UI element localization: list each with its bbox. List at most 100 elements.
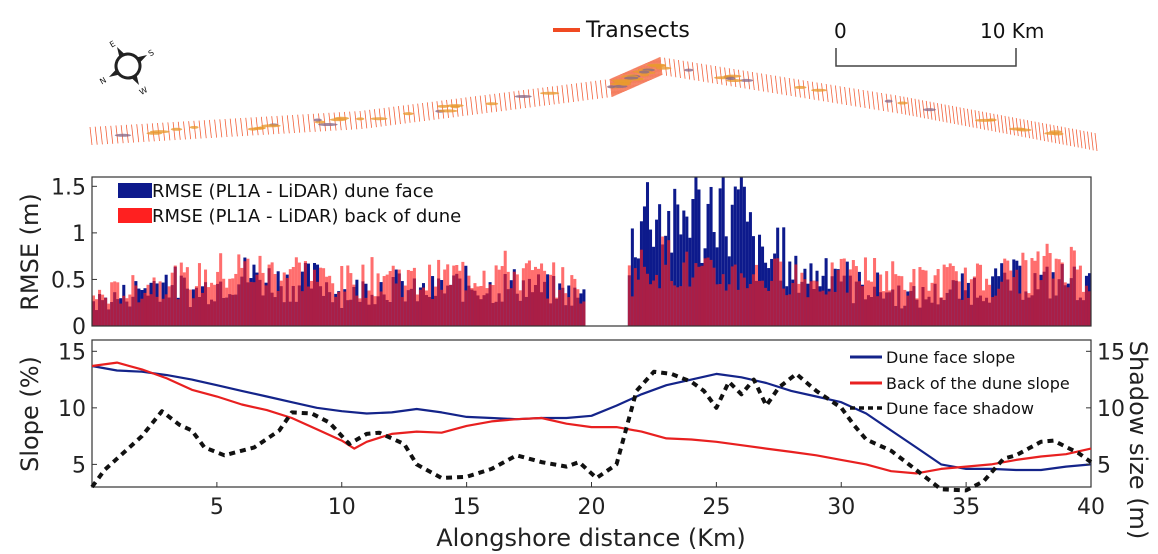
transect-line [479, 95, 483, 114]
bar-back-of-dune [303, 261, 307, 326]
bar-back-of-dune [367, 290, 371, 326]
bar-back-of-dune [576, 289, 580, 326]
bar-back-of-dune [718, 283, 722, 326]
compass-w: N [98, 76, 108, 87]
bar-back-of-dune [1069, 246, 1073, 326]
bar-back-of-dune [128, 294, 132, 326]
dune-patch [189, 125, 199, 129]
transect-line [604, 79, 608, 98]
bar-back-of-dune [518, 290, 522, 326]
bar-back-of-dune [210, 282, 214, 326]
transect-line [177, 121, 181, 140]
bar-back-of-dune [267, 264, 271, 326]
bar-back-of-dune [945, 267, 949, 326]
bar-back-of-dune [204, 269, 208, 326]
dune-patch [1009, 127, 1026, 131]
rmse-y-ticks: 0 0.5 1 1.5 [51, 175, 97, 340]
bar-back-of-dune [343, 291, 347, 326]
bar-back-of-dune [176, 299, 180, 326]
transect-line [393, 106, 397, 125]
bar-back-of-dune [319, 267, 323, 326]
bar-back-of-dune [119, 303, 123, 326]
shadow-y2-tick-label: 15 [1097, 340, 1125, 365]
bar-dune-face [721, 177, 725, 326]
bar-back-of-dune [748, 283, 752, 326]
transect-line [967, 108, 970, 127]
dune-patch [313, 118, 322, 122]
x-tick-label: 10 [328, 495, 356, 520]
transect-line [1072, 128, 1075, 147]
transect-line [412, 104, 416, 123]
bar-back-of-dune [800, 272, 804, 326]
bar-back-of-dune [421, 287, 425, 326]
transect-line [1034, 121, 1038, 140]
bar-back-of-dune [110, 282, 114, 326]
transect-line [422, 102, 425, 122]
transect-line [561, 85, 565, 104]
transect-line [907, 97, 910, 116]
transect-line [312, 113, 316, 132]
bar-back-of-dune [975, 263, 979, 326]
dune-patch [607, 85, 616, 89]
bar-back-of-dune [509, 288, 513, 326]
bar-back-of-dune [797, 283, 801, 326]
transect-line [952, 105, 955, 125]
slope-y-tick-label: 10 [58, 397, 86, 422]
transect-line [508, 91, 512, 110]
transect-line [948, 105, 952, 124]
bar-back-of-dune [125, 298, 129, 326]
bar-back-of-dune [264, 285, 268, 326]
bar-back-of-dune [476, 286, 480, 326]
bar-back-of-dune [833, 291, 837, 326]
x-axis-label: Alongshore distance (Km) [436, 524, 746, 552]
bar-back-of-dune [388, 271, 392, 326]
shadow-y2-tick-label: 5 [1097, 453, 1111, 478]
bar-back-of-dune [836, 270, 840, 326]
bar-back-of-dune [458, 270, 462, 326]
slope-x-ticks: 5 10 15 20 25 30 35 40 [210, 482, 1105, 520]
bar-back-of-dune [879, 274, 883, 326]
bar-back-of-dune [818, 291, 822, 326]
bar-back-of-dune [1042, 255, 1046, 326]
transect-line [970, 109, 974, 128]
transect-line [328, 112, 332, 131]
bar-dune-face [730, 204, 734, 326]
bar-back-of-dune [294, 257, 298, 326]
transect-line [974, 110, 978, 129]
transect-line [933, 102, 937, 121]
bar-back-of-dune [161, 298, 165, 326]
bar-back-of-dune [200, 292, 205, 326]
transect-line [532, 88, 536, 107]
bar-back-of-dune [906, 295, 910, 326]
legend-swatch-back-of-dune [118, 208, 152, 223]
bar-dune-face [733, 186, 737, 326]
transect-line [245, 117, 249, 136]
bar-back-of-dune [225, 287, 229, 326]
bar-back-of-dune [1018, 293, 1022, 326]
bar-back-of-dune [627, 265, 631, 326]
dune-patch [540, 91, 560, 95]
transect-line [853, 88, 857, 107]
bar-back-of-dune [918, 267, 922, 326]
bar-back-of-dune [915, 298, 919, 326]
bar-back-of-dune [652, 280, 656, 326]
bar-back-of-dune [170, 272, 174, 326]
rmse-bars [92, 177, 1091, 326]
bar-back-of-dune [558, 289, 562, 326]
bar-back-of-dune [500, 266, 504, 326]
transect-line [94, 126, 98, 145]
bar-back-of-dune [788, 294, 792, 326]
bar-back-of-dune [140, 298, 144, 326]
bar-back-of-dune [146, 284, 150, 326]
x-tick-label: 35 [952, 495, 980, 520]
bar-back-of-dune [134, 285, 138, 326]
bar-back-of-dune [733, 264, 737, 326]
transect-line [765, 74, 769, 93]
bar-back-of-dune [549, 274, 553, 326]
transect-line [474, 96, 478, 115]
bar-back-of-dune [352, 284, 356, 326]
transect-line [110, 125, 114, 144]
transect-line [1015, 118, 1019, 137]
bar-dune-face [736, 189, 740, 326]
bar-back-of-dune [876, 296, 880, 326]
